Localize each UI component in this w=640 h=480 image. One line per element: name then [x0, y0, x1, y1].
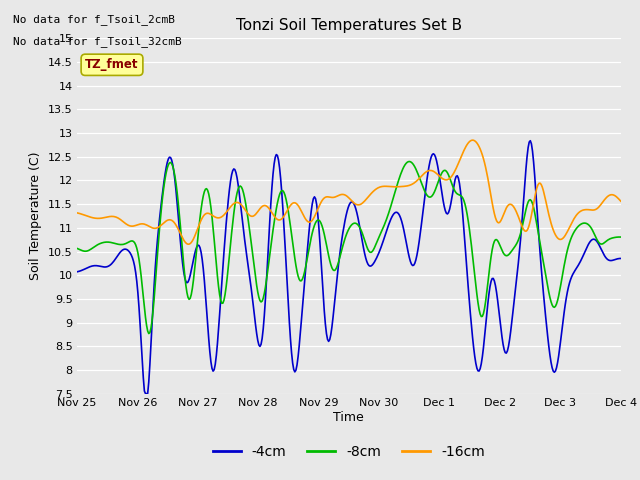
Text: TZ_fmet: TZ_fmet [85, 58, 139, 72]
Title: Tonzi Soil Temperatures Set B: Tonzi Soil Temperatures Set B [236, 18, 462, 33]
X-axis label: Time: Time [333, 410, 364, 423]
Text: No data for f_Tsoil_32cmB: No data for f_Tsoil_32cmB [13, 36, 182, 47]
Text: No data for f_Tsoil_2cmB: No data for f_Tsoil_2cmB [13, 14, 175, 25]
Legend: -4cm, -8cm, -16cm: -4cm, -8cm, -16cm [207, 440, 490, 465]
Y-axis label: Soil Temperature (C): Soil Temperature (C) [29, 152, 42, 280]
